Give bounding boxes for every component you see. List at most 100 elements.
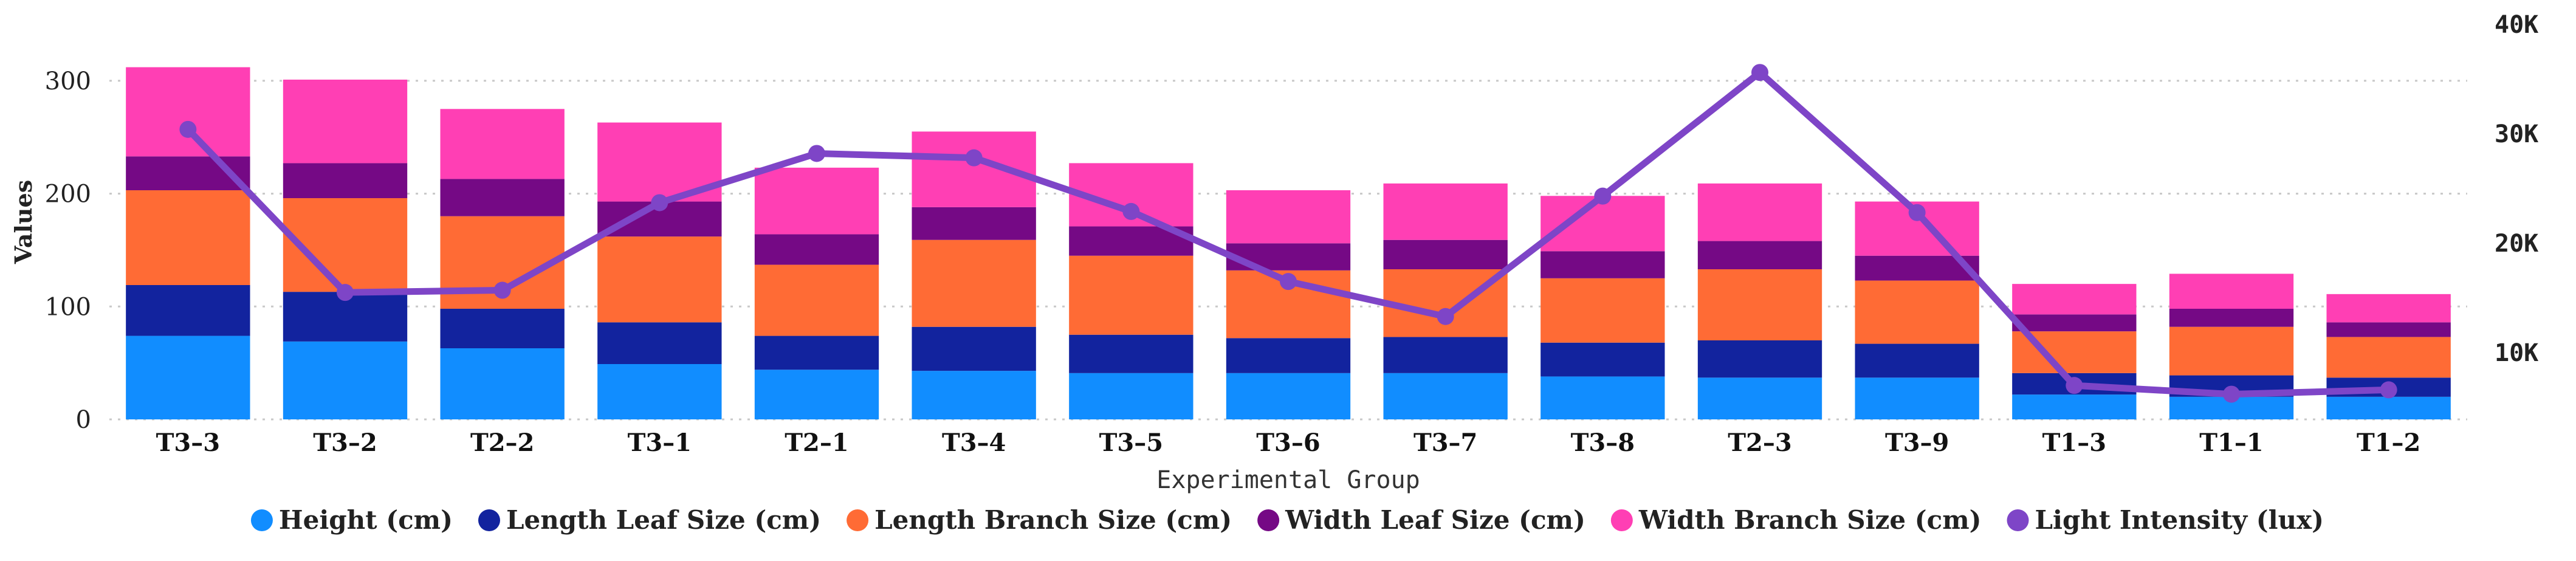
legend-item-light-intensity-lux: Light Intensity (lux) xyxy=(2007,505,2324,535)
bar-length-branch-size-cm-t1-2 xyxy=(2326,337,2451,378)
axes: 0 100 200 300 10K 20K 30K 40K T3–3 T3–2 T2–2 T3–1 T2… xyxy=(10,11,2538,494)
x-tick-label: T3–8 xyxy=(1571,428,1635,457)
bar-stack-t3-3 xyxy=(126,67,250,419)
y2-tick-label: 30K xyxy=(2495,120,2538,148)
x-tick-label: T3–2 xyxy=(313,428,377,457)
x-tick-label: T3–5 xyxy=(1099,428,1163,457)
y-axis-title: Values xyxy=(10,180,37,264)
bar-stack-t3-2 xyxy=(283,80,408,419)
bar-length-leaf-size-cm-t3-3 xyxy=(126,285,250,336)
legend-swatch xyxy=(2007,509,2029,531)
bar-width-branch-size-cm-t3-7 xyxy=(1383,183,1508,240)
line-point-t1-3 xyxy=(2066,377,2083,394)
bar-height-cm-t3-6 xyxy=(1226,373,1351,419)
bar-height-cm-t3-8 xyxy=(1540,376,1665,419)
bar-length-branch-size-cm-t3-1 xyxy=(597,236,722,323)
legend-label: Width Leaf Size (cm) xyxy=(1285,505,1585,535)
bar-stack-t3-1 xyxy=(597,122,722,419)
bar-height-cm-t3-4 xyxy=(912,371,1036,419)
bar-length-branch-size-cm-t1-1 xyxy=(2169,326,2294,376)
bar-length-branch-size-cm-t3-9 xyxy=(1855,280,1979,344)
x-tick-label: T1–2 xyxy=(2357,428,2420,457)
legend-label: Height (cm) xyxy=(279,505,453,535)
bar-length-branch-size-cm-t3-7 xyxy=(1383,269,1508,337)
bar-height-cm-t1-2 xyxy=(2326,396,2451,419)
bar-stack-t3-4 xyxy=(912,131,1036,419)
bar-width-leaf-size-cm-t2-1 xyxy=(754,234,879,265)
bar-stack-t3-9 xyxy=(1855,201,1979,419)
x-tick-label: T2–2 xyxy=(470,428,534,457)
bar-length-branch-size-cm-t2-1 xyxy=(754,264,879,336)
legend-item-width-branch-size-cm: Width Branch Size (cm) xyxy=(1610,505,1982,535)
legend-item-width-leaf-size-cm: Width Leaf Size (cm) xyxy=(1257,505,1585,535)
line-point-t3-5 xyxy=(1122,202,1140,220)
bar-height-cm-t3-5 xyxy=(1069,373,1194,419)
x-axis-title: Experimental Group xyxy=(1156,466,1420,494)
bar-height-cm-t3-2 xyxy=(283,341,408,419)
bar-width-leaf-size-cm-t1-2 xyxy=(2326,322,2451,337)
x-tick-label: T3–3 xyxy=(156,428,220,457)
bar-stack-t3-6 xyxy=(1226,190,1351,419)
x-tick-label: T1–3 xyxy=(2042,428,2106,457)
bar-height-cm-t3-3 xyxy=(126,336,250,419)
bar-width-branch-size-cm-t2-1 xyxy=(754,167,879,235)
bar-height-cm-t1-3 xyxy=(2012,394,2137,419)
x-tick-label: T2–3 xyxy=(1728,428,1791,457)
y-tick-label: 200 xyxy=(45,181,91,208)
legend-item-height-cm: Height (cm) xyxy=(250,505,453,535)
bar-width-branch-size-cm-t3-8 xyxy=(1540,196,1665,252)
line-point-t2-3 xyxy=(1751,64,1768,81)
bar-width-branch-size-cm-t1-1 xyxy=(2169,274,2294,309)
bar-stack-t1-2 xyxy=(2326,294,2451,419)
legend: Height (cm) Length Leaf Size (cm) Length B… xyxy=(250,505,2324,535)
legend-item-length-leaf-size-cm: Length Leaf Size (cm) xyxy=(478,505,821,535)
bar-length-branch-size-cm-t3-3 xyxy=(126,190,250,285)
bar-length-leaf-size-cm-t3-7 xyxy=(1383,337,1508,373)
line-point-t3-2 xyxy=(337,284,354,301)
line-point-t1-1 xyxy=(2223,385,2240,403)
bar-length-leaf-size-cm-t2-1 xyxy=(754,336,879,370)
y2-tick-label: 20K xyxy=(2495,230,2538,258)
legend-label: Length Branch Size (cm) xyxy=(874,505,1232,535)
line-point-t3-1 xyxy=(651,194,668,212)
bar-length-leaf-size-cm-t3-8 xyxy=(1540,342,1665,377)
bar-width-branch-size-cm-t1-2 xyxy=(2326,294,2451,323)
bar-width-leaf-size-cm-t3-2 xyxy=(283,163,408,198)
light-intensity-line xyxy=(179,64,2397,403)
legend-swatch xyxy=(478,509,500,531)
bar-stack-t2-1 xyxy=(754,167,879,419)
line-point-t3-8 xyxy=(1594,187,1612,205)
x-tick-label: T1–1 xyxy=(2199,428,2263,457)
bar-height-cm-t3-9 xyxy=(1855,377,1979,419)
line-point-t3-9 xyxy=(1908,204,1926,221)
x-tick-label: T3–4 xyxy=(942,428,1006,457)
bar-stack-t1-3 xyxy=(2012,284,2137,419)
legend-swatch xyxy=(1257,509,1280,531)
bar-height-cm-t3-1 xyxy=(597,364,722,419)
bar-width-branch-size-cm-t3-6 xyxy=(1226,190,1351,244)
legend-label: Light Intensity (lux) xyxy=(2035,505,2324,535)
bar-width-branch-size-cm-t3-3 xyxy=(126,67,250,157)
bar-height-cm-t3-7 xyxy=(1383,373,1508,419)
bar-stack-t3-7 xyxy=(1383,183,1508,419)
line-point-t3-3 xyxy=(179,120,197,138)
bar-length-leaf-size-cm-t3-5 xyxy=(1069,334,1194,373)
bar-length-branch-size-cm-t3-4 xyxy=(912,239,1036,327)
legend-label: Width Branch Size (cm) xyxy=(1638,505,1982,535)
line-point-t2-2 xyxy=(493,281,511,299)
line-point-t3-7 xyxy=(1437,308,1454,325)
bar-length-branch-size-cm-t2-3 xyxy=(1697,269,1822,340)
line-point-t3-4 xyxy=(965,149,983,167)
bar-stack-t2-3 xyxy=(1697,183,1822,419)
bar-width-branch-size-cm-t3-2 xyxy=(283,80,408,163)
bar-length-leaf-size-cm-t3-1 xyxy=(597,322,722,364)
bar-width-branch-size-cm-t2-2 xyxy=(440,109,565,179)
y-tick-label: 0 xyxy=(76,406,91,434)
bar-width-branch-size-cm-t1-3 xyxy=(2012,284,2137,315)
bar-width-leaf-size-cm-t1-1 xyxy=(2169,309,2294,327)
bar-stack-t3-5 xyxy=(1069,163,1194,419)
y2-tick-label: 40K xyxy=(2495,11,2538,39)
bar-length-branch-size-cm-t3-5 xyxy=(1069,255,1194,335)
